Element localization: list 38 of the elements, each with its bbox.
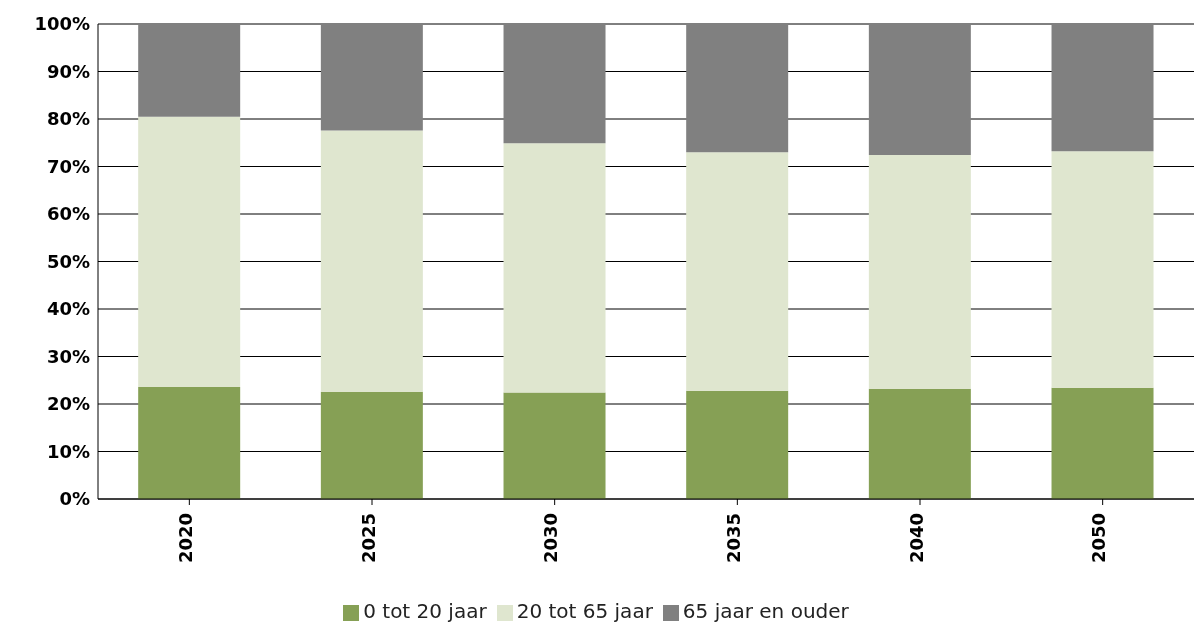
legend-label: 65 jaar en ouder bbox=[682, 599, 849, 623]
bar bbox=[686, 24, 789, 153]
bar bbox=[320, 24, 423, 131]
bar bbox=[868, 155, 971, 389]
bar bbox=[1051, 24, 1154, 152]
y-tick-label: 80% bbox=[46, 108, 90, 130]
y-tick-label: 50% bbox=[46, 250, 90, 272]
bar bbox=[138, 116, 241, 387]
bar bbox=[868, 388, 971, 499]
x-tick-label: 2020 bbox=[175, 513, 197, 564]
y-tick-label: 60% bbox=[46, 203, 90, 225]
y-tick-label: 30% bbox=[46, 345, 90, 367]
bar bbox=[503, 392, 606, 499]
y-tick-label: 10% bbox=[46, 440, 90, 462]
bar bbox=[686, 152, 789, 391]
y-tick-label: 40% bbox=[46, 298, 90, 320]
y-tick-label: 90% bbox=[46, 60, 90, 82]
legend-label: 0 tot 20 jaar bbox=[363, 599, 487, 623]
x-tick-label: 2030 bbox=[540, 513, 562, 564]
bar bbox=[1051, 387, 1154, 499]
bar bbox=[138, 24, 241, 117]
y-tick-label: 20% bbox=[46, 393, 90, 415]
x-tick-label: 2025 bbox=[357, 513, 379, 564]
y-tick-label: 70% bbox=[46, 155, 90, 177]
bar bbox=[686, 390, 789, 499]
bar bbox=[503, 24, 606, 144]
bar bbox=[138, 386, 241, 499]
y-tick-label: 100% bbox=[34, 13, 90, 35]
legend-label: 20 tot 65 jaar bbox=[516, 599, 653, 623]
bar bbox=[868, 24, 971, 156]
x-tick-label: 2035 bbox=[723, 513, 745, 564]
bar bbox=[1051, 151, 1154, 388]
y-tick-label: 0% bbox=[59, 488, 90, 510]
x-tick-label: 2040 bbox=[905, 513, 927, 564]
x-tick-label: 2050 bbox=[1088, 513, 1110, 564]
bar bbox=[320, 130, 423, 392]
bar bbox=[320, 391, 423, 499]
bar bbox=[503, 143, 606, 393]
